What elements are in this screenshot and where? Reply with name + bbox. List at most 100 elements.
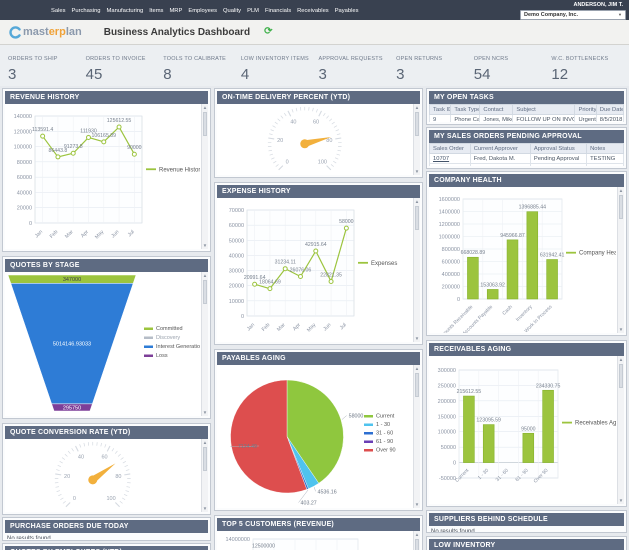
scrollbar-down-icon[interactable]: ▼ (618, 327, 624, 332)
svg-text:40000: 40000 (17, 190, 32, 196)
nav-item-receivables[interactable]: Receivables (297, 8, 329, 14)
scrollbar-thumb[interactable] (203, 447, 207, 471)
record-link[interactable]: 500091 (433, 166, 452, 167)
panel-scrollbar[interactable]: ▲▼ (413, 531, 420, 550)
nav-item-payables[interactable]: Payables (334, 8, 359, 14)
scrollbar-up-icon[interactable]: ▲ (414, 105, 420, 110)
nav-item-employees[interactable]: Employees (188, 8, 218, 14)
nav-item-manufacturing[interactable]: Manufacturing (106, 8, 144, 14)
panel-payables-aging: PAYABLES AGING 58000 4536.16 403.27 7124.49… (214, 349, 423, 511)
svg-text:12500000: 12500000 (252, 543, 275, 549)
refresh-icon[interactable]: ⟳ (264, 26, 273, 37)
panel-scrollbar[interactable]: ▲▼ (413, 104, 420, 175)
svg-text:111930: 111930 (80, 128, 97, 134)
svg-text:58000: 58000 (339, 219, 354, 225)
scrollbar-up-icon[interactable]: ▲ (202, 440, 208, 445)
nav-item-plm[interactable]: PLM (247, 8, 259, 14)
scrollbar-up-icon[interactable]: ▲ (414, 532, 420, 537)
scrollbar-up-icon[interactable]: ▲ (202, 105, 208, 110)
svg-text:May: May (94, 229, 105, 240)
svg-text:Jun: Jun (110, 229, 120, 239)
scrollbar-up-icon[interactable]: ▲ (414, 366, 420, 371)
svg-text:Mar: Mar (64, 229, 75, 240)
scrollbar-thumb[interactable] (203, 112, 207, 136)
svg-text:Committed: Committed (156, 326, 183, 332)
svg-text:Receivables Aging: Receivables Aging (575, 421, 616, 427)
nav-item-mrp[interactable]: MRP (169, 8, 183, 14)
nav-item-quality[interactable]: Quality (223, 8, 242, 14)
scrollbar-thumb[interactable] (619, 195, 623, 219)
scrollbar-thumb[interactable] (415, 539, 419, 550)
panel-scrollbar[interactable]: ▲▼ (617, 187, 624, 333)
scrollbar-down-icon[interactable]: ▼ (414, 169, 420, 174)
nav-item-sales[interactable]: Sales (51, 8, 66, 14)
svg-text:0: 0 (241, 314, 244, 320)
scrollbar-up-icon[interactable]: ▲ (618, 357, 624, 362)
svg-text:200000: 200000 (438, 399, 456, 405)
panel-suppliers-behind-schedule: SUPPLIERS BEHIND SCHEDULE No results fou… (426, 510, 627, 533)
nav-item-financials[interactable]: Financials (265, 8, 292, 14)
svg-text:20: 20 (64, 474, 70, 480)
logo-text: masterplan (23, 26, 82, 38)
column-header[interactable]: Current Approver (469, 143, 531, 154)
scrollbar-thumb[interactable] (203, 280, 207, 304)
scrollbar-thumb[interactable] (619, 364, 623, 388)
panel-scrollbar[interactable]: ▲▼ (413, 365, 420, 508)
record-link[interactable]: 10707 (433, 155, 450, 162)
scrollbar-down-icon[interactable]: ▼ (414, 336, 420, 341)
company-selector[interactable]: Demo Company, Inc. ▼ (520, 9, 626, 20)
scrollbar-up-icon[interactable]: ▲ (618, 188, 624, 193)
column-header[interactable]: Priority (574, 104, 597, 115)
top5-customers-chart: 0200000040000006000000800000010000000120… (217, 531, 420, 550)
scrollbar-up-icon[interactable]: ▲ (414, 199, 420, 204)
svg-text:31234.11: 31234.11 (275, 260, 296, 266)
svg-text:18064.69: 18064.69 (259, 280, 281, 286)
svg-text:106165.89: 106165.89 (92, 133, 117, 139)
scrollbar-thumb[interactable] (415, 112, 419, 136)
svg-text:0: 0 (29, 221, 32, 227)
svg-text:26076.06: 26076.06 (290, 268, 312, 274)
table-cell: 8/5/2018 (595, 114, 624, 122)
column-header[interactable]: Approval Status (529, 143, 588, 154)
svg-text:80000: 80000 (17, 160, 32, 166)
scrollbar-down-icon[interactable]: ▼ (202, 243, 208, 248)
table-row: 10707 Fred, Dakota M. Pending Approval TEST… (429, 153, 624, 164)
svg-text:90000: 90000 (127, 145, 142, 151)
scrollbar-down-icon[interactable]: ▼ (202, 506, 208, 511)
panel-scrollbar[interactable]: ▲▼ (201, 104, 208, 249)
panel-title: RECEIVABLES AGING (429, 343, 624, 356)
kpi-label: LOW INVENTORY ITEMS (240, 56, 309, 62)
panel-scrollbar[interactable]: ▲▼ (201, 272, 208, 416)
nav-item-purchasing[interactable]: Purchasing (71, 8, 101, 14)
svg-text:945966.87: 945966.87 (500, 233, 525, 239)
scrollbar-thumb[interactable] (415, 206, 419, 230)
quote-conversion-gauge: 0 20 40 60 80 100 ▲ ▼ (5, 439, 208, 512)
panel-quotes-by-stage: QUOTES BY STAGE 347000 5014146.93033 29575… (2, 256, 211, 419)
column-header[interactable]: Task ID (429, 104, 452, 115)
scrollbar-up-icon[interactable]: ▲ (202, 273, 208, 278)
table-cell: TESTING (586, 153, 624, 164)
svg-text:234330.75: 234330.75 (536, 383, 561, 389)
column-header[interactable]: Contact (479, 104, 514, 115)
svg-text:Apr: Apr (80, 229, 90, 239)
record-link[interactable]: 9 (433, 116, 437, 123)
column-header[interactable]: Task Type (450, 104, 481, 115)
panel-scrollbar[interactable]: ▲▼ (617, 356, 624, 504)
svg-text:Discovery: Discovery (156, 335, 180, 341)
svg-text:60: 60 (313, 120, 319, 126)
svg-text:Feb: Feb (49, 229, 60, 240)
column-header[interactable]: Subject (512, 104, 576, 115)
svg-text:22821.35: 22821.35 (320, 272, 342, 278)
panel-scrollbar[interactable]: ▲▼ (201, 439, 208, 512)
column-header[interactable]: Due Date (595, 104, 624, 115)
scrollbar-down-icon[interactable]: ▼ (618, 498, 624, 503)
panel-top5-customers: TOP 5 CUSTOMERS (REVENUE) 02000000400000… (214, 515, 423, 550)
panel-scrollbar[interactable]: ▲▼ (413, 198, 420, 342)
scrollbar-thumb[interactable] (415, 373, 419, 397)
scrollbar-down-icon[interactable]: ▼ (414, 502, 420, 507)
column-header[interactable]: Sales Order (429, 143, 471, 154)
nav-item-items[interactable]: Items (149, 8, 164, 14)
scrollbar-down-icon[interactable]: ▼ (202, 410, 208, 415)
masterplan-logo[interactable]: masterplan (7, 25, 82, 39)
column-header[interactable]: Notes (586, 143, 624, 154)
